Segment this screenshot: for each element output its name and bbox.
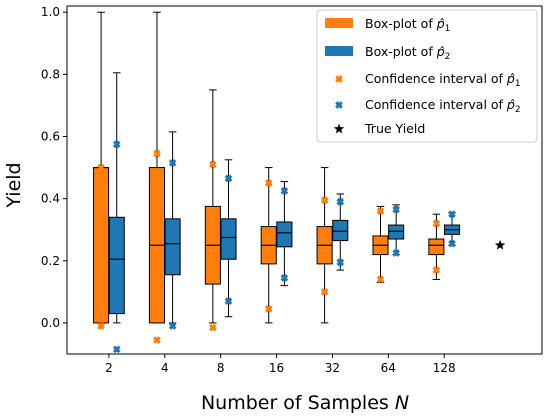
box-1-64 [372,205,389,284]
y-tick-label: 0.4 [41,192,60,206]
x-axis-label-var: N [395,392,409,414]
ci1-lower-8 [209,323,217,332]
ci1-upper-4 [153,149,161,158]
x-tick-label: 64 [381,361,396,375]
ci2-lower-64 [392,249,400,257]
legend-label-p1-box: Box-plot of p̂1 [365,16,450,34]
box-body [428,238,445,256]
box-1-32 [316,167,333,324]
legend-label-p1-ci: Confidence interval of p̂1 [365,71,521,89]
ci2-lower-128 [448,239,456,248]
legend-marker-true-yield [333,123,345,134]
ci2-upper-2 [112,140,121,149]
x-tick-label: 128 [433,361,456,375]
ci2-lower-32 [336,258,345,267]
legend-label-true-yield: True Yield [364,121,425,136]
y-tick-label: 0.8 [41,67,60,81]
axis-layer: 0.0 0.2 0.4 0.6 0.8 1.0 2 4 8 16 32 64 128 [41,5,456,375]
legend-x-marker-1 [335,75,343,83]
box-body [220,218,237,260]
y-tick-label: 0.0 [41,316,60,330]
ci1-upper-2 [97,163,105,172]
ci1-upper-64 [376,207,385,215]
plot-frame [66,5,543,355]
ci2-lower-4 [168,322,177,330]
ci1-lower-64 [376,275,385,284]
box-2-32 [332,193,349,271]
box-body [388,224,405,240]
x-tick-label: 32 [325,361,340,375]
plot-layer [93,11,506,354]
x-tick-label: 16 [269,361,284,375]
ci1-upper-16 [264,179,273,187]
ci2-upper-32 [336,197,345,206]
x-tick-label: 8 [217,361,225,375]
ci2-upper-8 [224,174,233,183]
box-2-2 [108,72,125,324]
box-body [93,167,110,324]
box-2-8 [220,159,237,318]
y-tick-label: 0.2 [41,254,60,268]
legend-label-p2-box: Box-plot of p̂2 [365,44,450,62]
box-body [164,218,181,276]
ci2-upper-16 [280,187,289,195]
x-tick-label: 2 [105,361,113,375]
y-tick-label: 1.0 [41,5,60,19]
ci1-lower-128 [432,266,441,274]
ci1-upper-128 [432,219,441,228]
box-2-64 [388,204,405,256]
legend-marker-p2-ci [335,101,343,109]
legend-swatch-p2-box [325,46,353,56]
legend-frame [316,9,538,143]
box-2-4 [164,131,181,324]
legend-label-p2-ci: Confidence interval of p̂2 [365,97,521,115]
ci1-upper-32 [320,196,329,205]
x-axis-label-text: Number of Samples [201,392,389,414]
y-tick-label: 0.6 [41,130,60,144]
ci2-lower-8 [224,297,233,306]
ci1-lower-32 [320,288,329,296]
box-body [276,221,293,248]
ci1-lower-2 [97,322,105,330]
legend: Box-plot of p̂1 Box-plot of p̂2 Confiden… [316,9,538,143]
box-2-16 [276,181,293,287]
x-tick-label: 4 [161,361,169,375]
legend-star [333,123,345,134]
ci1-lower-4 [153,336,161,344]
box-1-8 [204,89,221,324]
ci1-upper-8 [209,160,217,169]
ci2-lower-2 [112,345,121,354]
legend-marker-p1-ci [335,75,343,83]
y-axis-label: Yield [3,162,25,208]
box-2-128 [443,212,461,246]
ci2-upper-4 [168,159,177,167]
x-axis-label: Number of Samples N [201,392,409,414]
box-1-128 [428,213,445,280]
legend-swatch-p1-box [325,18,353,28]
ci2-lower-16 [280,274,289,282]
legend-x-marker-2 [335,101,343,109]
box-1-16 [260,167,277,324]
ci2-upper-64 [392,205,400,214]
ci2-upper-128 [448,210,456,219]
box-body [332,219,349,242]
box-1-4 [148,11,166,324]
box-body [108,216,125,315]
ci1-lower-16 [264,305,273,313]
true-yield-star [494,239,506,250]
